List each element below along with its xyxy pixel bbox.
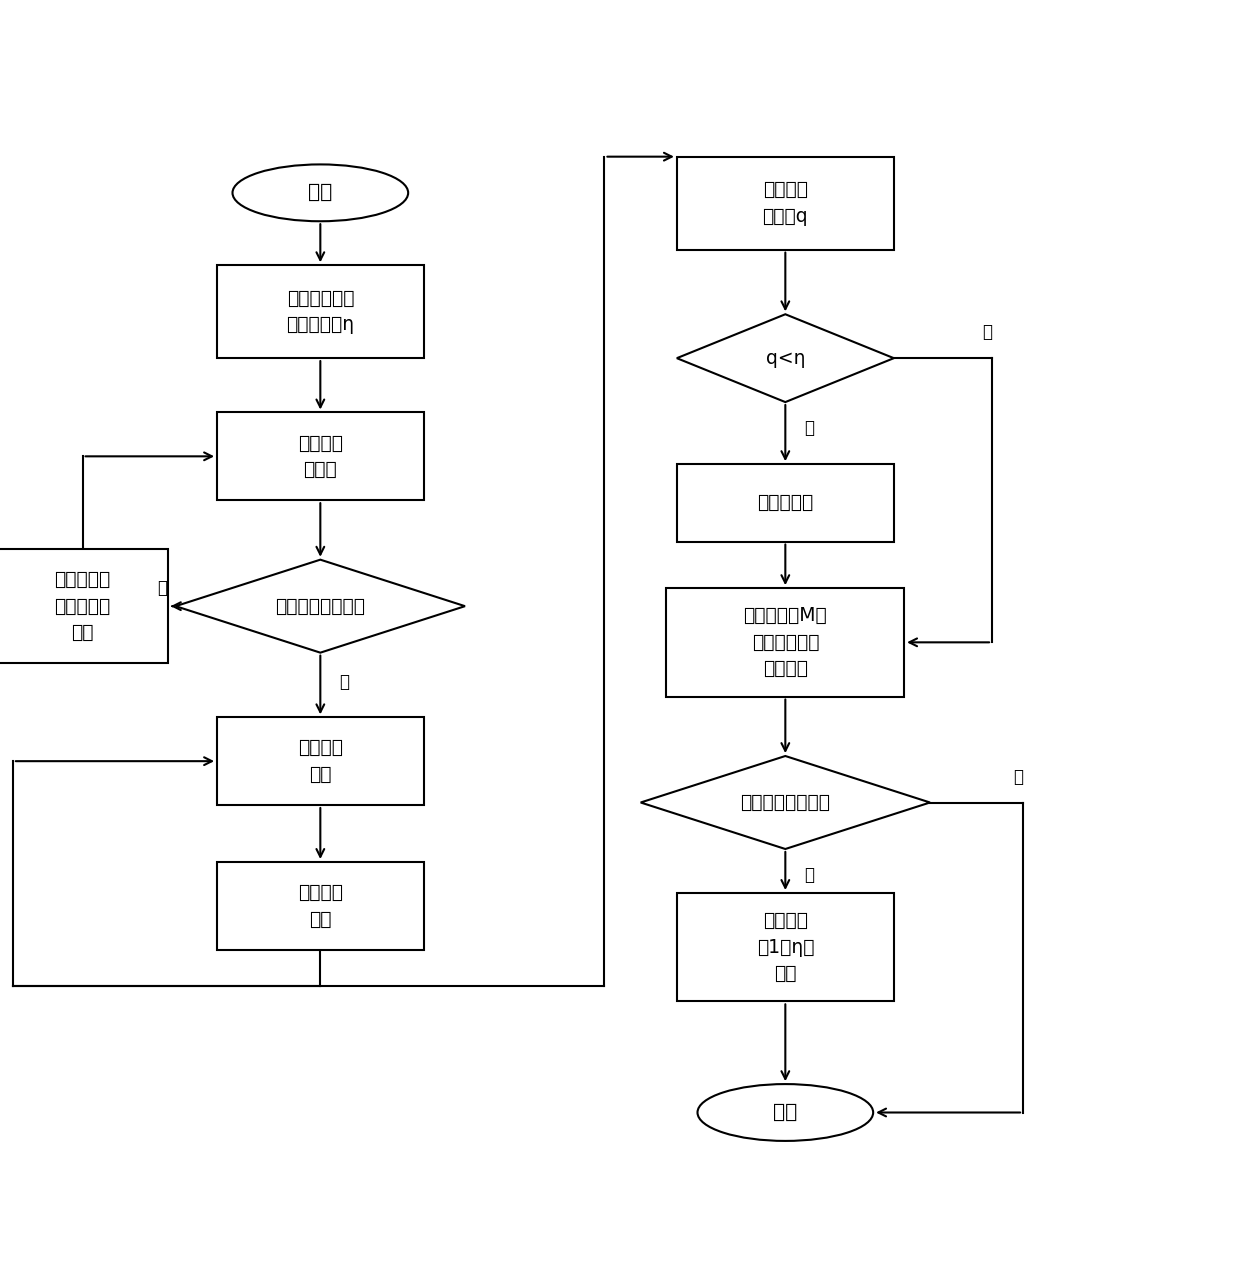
Text: 计算种群
适应度: 计算种群 适应度 <box>298 434 342 479</box>
Ellipse shape <box>233 164 408 221</box>
Text: 产生新个体: 产生新个体 <box>758 493 813 512</box>
Text: 初始化种群及
参数，阈值η: 初始化种群及 参数，阈值η <box>286 289 355 335</box>
Text: 否: 否 <box>804 866 813 884</box>
Bar <box>677 157 894 250</box>
Text: q<η: q<η <box>765 349 805 368</box>
Polygon shape <box>176 560 465 652</box>
Bar <box>0 550 167 664</box>
Bar <box>217 412 424 501</box>
Text: 选出最好的M条
染色体用于下
一次迭代: 选出最好的M条 染色体用于下 一次迭代 <box>744 607 827 679</box>
Text: 否: 否 <box>339 672 348 690</box>
Text: 是否有不可行路径: 是否有不可行路径 <box>275 597 366 616</box>
Text: 结束: 结束 <box>774 1103 797 1122</box>
Bar <box>217 265 424 358</box>
Text: 执行变异
运算: 执行变异 运算 <box>298 884 342 929</box>
Bar <box>217 862 424 949</box>
Polygon shape <box>677 315 894 402</box>
Text: 是: 是 <box>1013 767 1023 786</box>
Ellipse shape <box>697 1085 873 1141</box>
Text: 是否满足结束条件: 是否满足结束条件 <box>740 793 831 811</box>
Bar <box>666 588 904 696</box>
Polygon shape <box>641 756 930 849</box>
Text: 计算种群
多样性q: 计算种群 多样性q <box>763 181 808 226</box>
Text: 执行交叉
运算: 执行交叉 运算 <box>298 738 342 784</box>
Bar <box>677 464 894 541</box>
Text: 开始: 开始 <box>309 183 332 202</box>
Text: 是: 是 <box>982 324 992 341</box>
Bar <box>677 892 894 1001</box>
Text: 否: 否 <box>804 418 813 437</box>
Text: 迭代次数
加1，η值
衰减: 迭代次数 加1，η值 衰减 <box>756 911 815 983</box>
Text: 是: 是 <box>157 579 167 597</box>
Text: 依据定义规
则产生可行
路径: 依据定义规 则产生可行 路径 <box>55 570 110 642</box>
Bar <box>217 717 424 805</box>
